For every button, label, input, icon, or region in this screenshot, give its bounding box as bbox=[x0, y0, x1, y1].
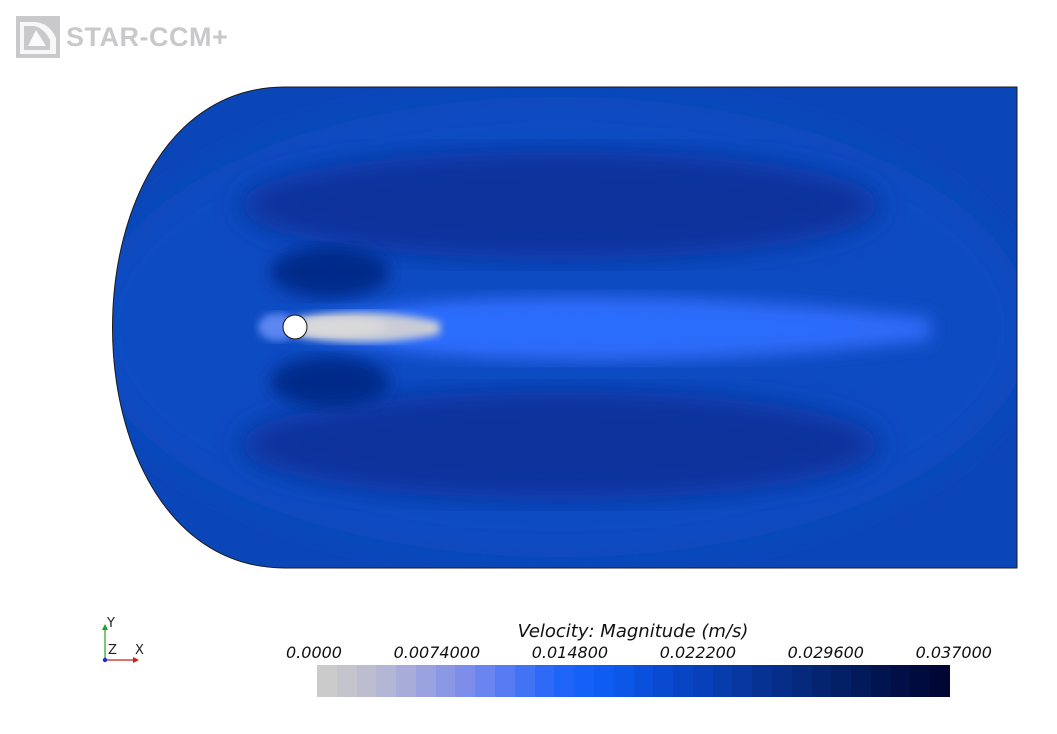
legend-color-swatch bbox=[831, 665, 852, 697]
legend-color-swatch bbox=[593, 665, 614, 697]
axis-triad: Y Z X bbox=[102, 616, 144, 663]
legend-color-swatch bbox=[771, 665, 792, 697]
velocity-field-scene bbox=[112, 86, 1018, 569]
legend-tick: 0.0074000 bbox=[393, 643, 481, 662]
starccm-logo-icon bbox=[16, 16, 60, 58]
y-axis-label: Y bbox=[106, 616, 115, 631]
legend-color-swatch bbox=[692, 665, 713, 697]
legend-color-swatch bbox=[752, 665, 772, 697]
x-axis-arrowhead bbox=[133, 657, 139, 663]
legend-color-swatch bbox=[336, 665, 357, 697]
domain-outline bbox=[112, 86, 1018, 569]
legend-color-swatch bbox=[811, 665, 832, 697]
legend-color-swatch bbox=[930, 665, 950, 697]
legend-ticks: 0.0000 0.0074000 0.014800 0.022200 0.029… bbox=[286, 643, 992, 662]
legend-color-swatch bbox=[870, 665, 891, 697]
legend-title: Velocity: Magnitude (m/s) bbox=[517, 621, 749, 642]
legend-color-swatch bbox=[554, 665, 575, 697]
y-axis-arrowhead bbox=[102, 624, 108, 630]
legend-color-swatch bbox=[415, 665, 436, 697]
legend-color-swatch bbox=[613, 665, 634, 697]
legend-color-swatch bbox=[673, 665, 693, 697]
logo-text: STAR-CCM+ bbox=[66, 21, 229, 52]
legend-color-bar bbox=[317, 665, 950, 697]
legend-color-swatch bbox=[732, 665, 753, 697]
legend-color-swatch bbox=[574, 665, 594, 697]
legend-color-swatch bbox=[455, 665, 476, 697]
legend-color-swatch bbox=[653, 665, 674, 697]
legend-color-swatch bbox=[712, 665, 733, 697]
legend-color-swatch bbox=[851, 665, 871, 697]
legend-tick: 0.022200 bbox=[659, 643, 737, 662]
legend-tick: 0.0000 bbox=[286, 643, 342, 662]
legend-color-swatch bbox=[514, 665, 535, 697]
z-axis-dot bbox=[102, 657, 108, 663]
legend-color-swatch bbox=[633, 665, 654, 697]
cylinder-obstacle bbox=[282, 314, 308, 340]
legend-color-swatch bbox=[435, 665, 456, 697]
legend-tick: 0.014800 bbox=[531, 643, 609, 662]
legend-color-swatch bbox=[910, 665, 931, 697]
x-axis-label: X bbox=[135, 643, 144, 658]
legend-color-swatch bbox=[890, 665, 911, 697]
legend-tick: 0.029600 bbox=[787, 643, 864, 662]
starccm-logo: STAR-CCM+ bbox=[16, 16, 228, 58]
z-axis-label: Z bbox=[108, 643, 117, 658]
legend-color-swatch bbox=[534, 665, 555, 697]
legend-color-swatch bbox=[317, 665, 337, 697]
legend-color-swatch bbox=[396, 665, 416, 697]
legend-color-swatch bbox=[376, 665, 397, 697]
fluid-domain bbox=[112, 87, 1017, 568]
legend-tick: 0.037000 bbox=[915, 643, 992, 662]
legend-color-swatch bbox=[495, 665, 515, 697]
legend-color-swatch bbox=[475, 665, 496, 697]
legend-color-swatch bbox=[356, 665, 377, 697]
legend-color-swatch bbox=[791, 665, 812, 697]
